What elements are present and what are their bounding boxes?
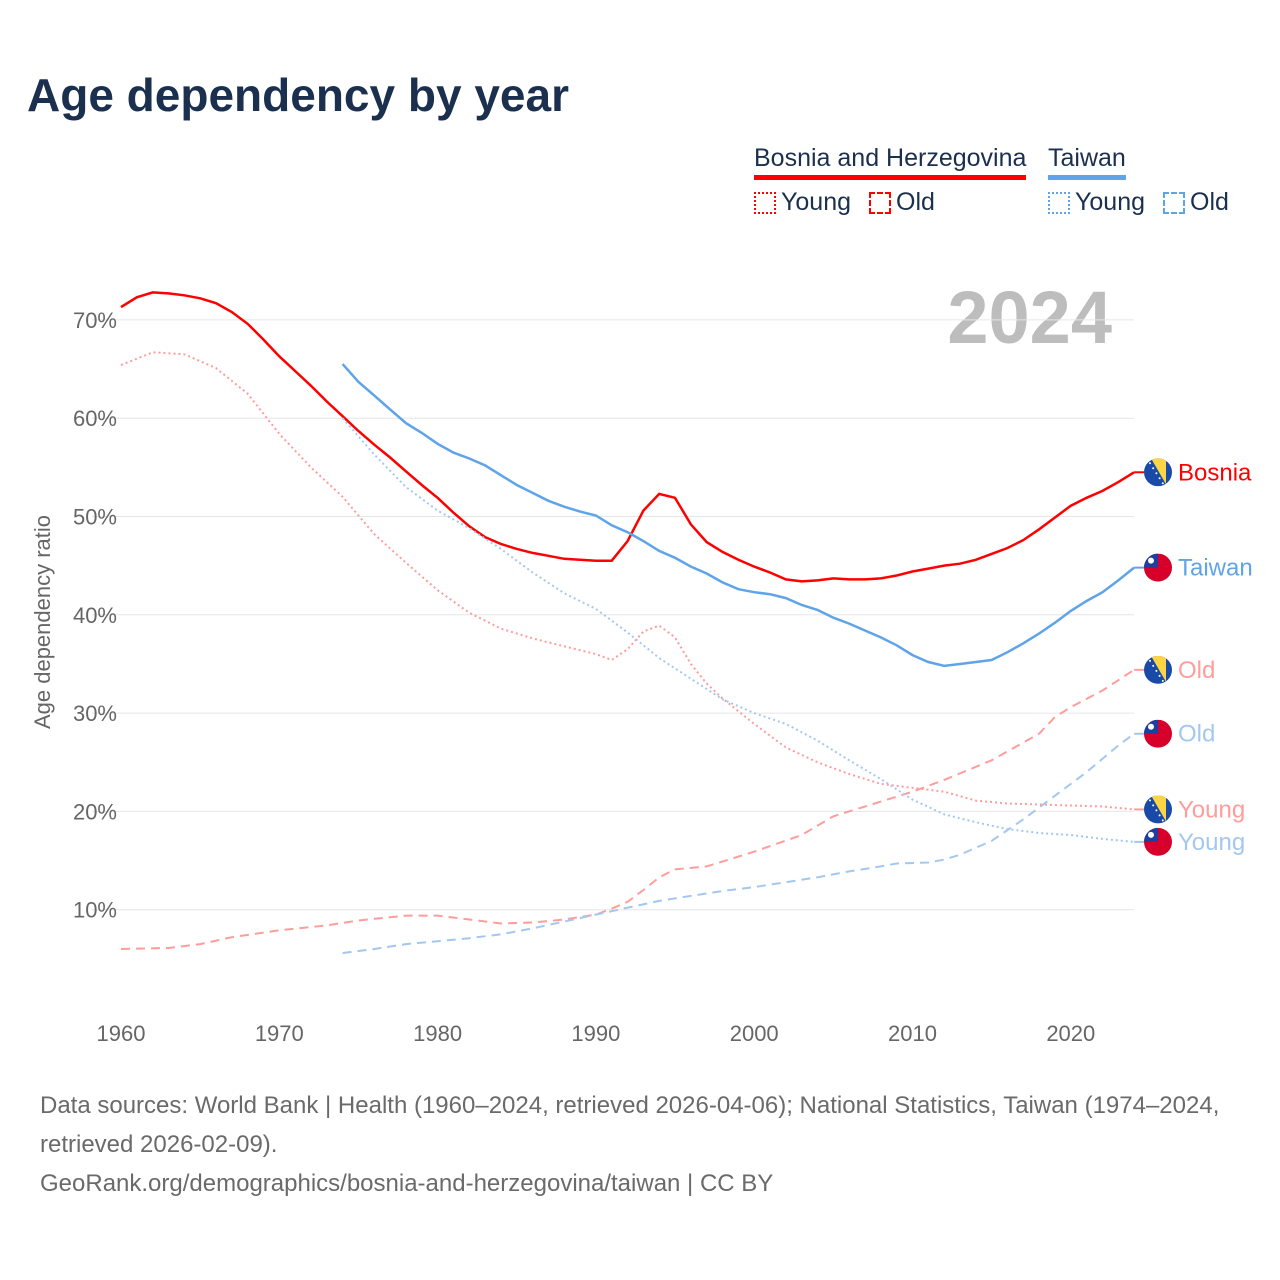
- dashed-swatch-icon: [1163, 191, 1185, 214]
- legend-taiwan-name[interactable]: Taiwan: [1048, 144, 1126, 180]
- y-axis-label: Age dependency ratio: [30, 515, 55, 729]
- x-tick-label: 2020: [1046, 1021, 1095, 1046]
- series-line-taiwan[interactable]: [341, 363, 1135, 668]
- x-tick-label: 1970: [255, 1021, 304, 1046]
- legend-bosnia-name[interactable]: Bosnia and Herzegovina: [754, 144, 1027, 180]
- dotted-swatch-icon: [754, 191, 776, 214]
- data-sources: Data sources: World Bank | Health (1960–…: [40, 1092, 1220, 1158]
- x-tick-label: 1980: [413, 1021, 462, 1046]
- y-tick-label: 30%: [73, 701, 117, 726]
- end-label: Young: [1178, 829, 1245, 856]
- end-label: Old: [1178, 721, 1215, 748]
- legend-taiwan-young[interactable]: Young: [1048, 188, 1145, 217]
- legend-label: Young: [781, 188, 851, 216]
- y-tick-label: 10%: [73, 898, 117, 923]
- taiwan-flag-icon: [1144, 719, 1172, 748]
- y-tick-label: 60%: [73, 406, 117, 431]
- legend-label: Old: [896, 188, 935, 216]
- legend-label: Old: [1190, 188, 1229, 216]
- source-link[interactable]: GeoRank.org/demographics/bosnia-and-herz…: [40, 1170, 774, 1197]
- year-label: 2024: [947, 276, 1112, 359]
- series-line-bosnia-and-herzegovina-young[interactable]: [120, 351, 1135, 811]
- bosnia-flag-icon: [1144, 458, 1172, 487]
- dashed-swatch-icon: [869, 191, 891, 214]
- legend-bosnia-young[interactable]: Young: [754, 188, 851, 217]
- chart-title: Age dependency by year: [27, 69, 569, 121]
- bosnia-flag-icon: [1144, 655, 1172, 684]
- end-label: Young: [1178, 796, 1245, 823]
- taiwan-flag-icon: [1144, 827, 1172, 856]
- legend-label: Young: [1075, 188, 1145, 216]
- x-tick-label: 2010: [888, 1021, 937, 1046]
- bosnia-flag-icon: [1144, 795, 1172, 824]
- x-tick-label: 1990: [571, 1021, 620, 1046]
- end-label: Bosnia: [1178, 459, 1252, 486]
- x-tick-label: 2000: [730, 1021, 779, 1046]
- end-label: Old: [1178, 657, 1215, 684]
- series-line-taiwan-old[interactable]: [342, 732, 1135, 954]
- legend-bosnia: Bosnia and Herzegovina Young Old: [754, 144, 1027, 217]
- series-line-taiwan-young[interactable]: [341, 417, 1135, 843]
- y-tick-label: 50%: [73, 505, 117, 530]
- series-line-bosnia-and-herzegovina[interactable]: [120, 291, 1135, 583]
- y-tick-label: 70%: [73, 308, 117, 333]
- end-label: Taiwan: [1178, 555, 1253, 582]
- dotted-swatch-icon: [1048, 191, 1070, 214]
- legend-taiwan: Taiwan Young Old: [1048, 144, 1229, 217]
- legend-bosnia-old[interactable]: Old: [869, 188, 935, 217]
- taiwan-flag-icon: [1144, 553, 1172, 582]
- series-line-bosnia-and-herzegovina-old[interactable]: [120, 668, 1135, 950]
- y-tick-label: 20%: [73, 799, 117, 824]
- footer: Data sources: World Bank | Health (1960–…: [40, 1086, 1250, 1203]
- legend-taiwan-old[interactable]: Old: [1163, 188, 1229, 217]
- x-tick-label: 1960: [97, 1021, 146, 1046]
- y-tick-label: 40%: [73, 603, 117, 628]
